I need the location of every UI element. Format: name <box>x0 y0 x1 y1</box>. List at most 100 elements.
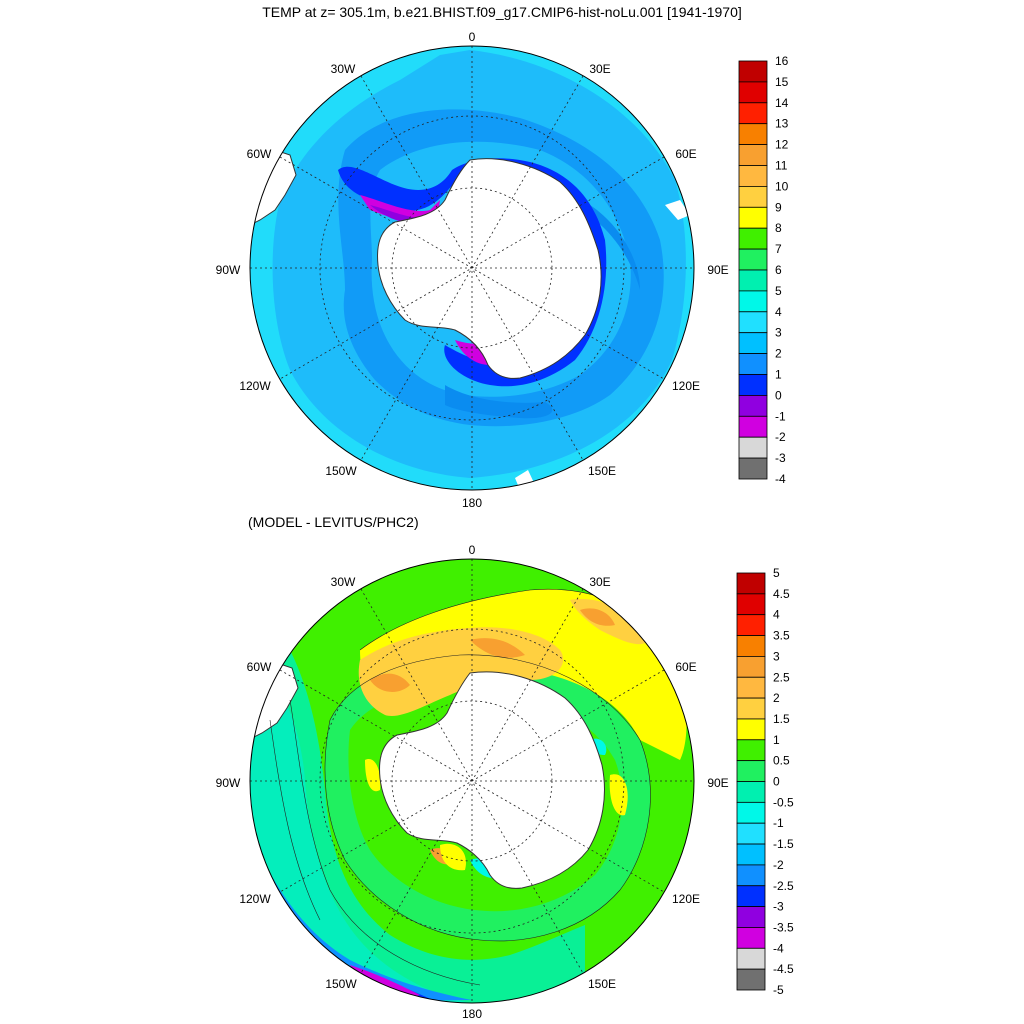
bottom-colorbar-swatch <box>736 760 766 782</box>
bottom-colorbar-label: 2 <box>773 691 780 705</box>
bottom-colorbar-swatch <box>736 614 766 636</box>
bottom-colorbar-label: -4 <box>773 941 784 955</box>
bottom-colorbar-label: -2.5 <box>773 879 794 893</box>
bottom-colorbar-label: -1 <box>773 816 784 830</box>
bot-lon-label: 90E <box>707 776 728 790</box>
top-colorbar-swatch <box>738 394 768 417</box>
top-lon-label: 60W <box>247 147 272 161</box>
top-colorbar-label: 15 <box>775 75 789 89</box>
bottom-colorbar-label: 4 <box>773 608 780 622</box>
bot-lon-label: 180 <box>462 1007 482 1021</box>
top-colorbar-label: 8 <box>775 221 782 235</box>
bottom-colorbar-label: 1 <box>773 733 780 747</box>
bottom-colorbar-label: -2 <box>773 858 784 872</box>
top-colorbar-label: -4 <box>775 472 786 486</box>
top-lon-label: 90E <box>707 263 728 277</box>
bottom-colorbar-swatch <box>736 676 766 699</box>
bottom-colorbar-label: 5 <box>773 566 780 580</box>
top-lon-label: 30E <box>589 62 610 76</box>
top-colorbar-label: 16 <box>775 54 789 68</box>
bottom-colorbar-swatch <box>736 843 766 866</box>
top-colorbar-label: 10 <box>775 179 789 193</box>
bottom-colorbar-label: 3 <box>773 649 780 663</box>
top-lon-label: 150E <box>588 464 616 478</box>
bottom-colorbar-swatch <box>736 635 766 657</box>
top-longitude-labels: 0 30E 60E 90E 120E 150E 180 150W 120W 90… <box>216 30 729 510</box>
top-lon-label: 30W <box>331 62 356 76</box>
top-colorbar-swatch <box>738 165 768 187</box>
bot-lon-label: 150E <box>588 977 616 991</box>
bottom-colorbar-swatch <box>736 968 766 991</box>
top-shelf-cold <box>338 158 607 387</box>
bottom-colorbar-swatch <box>736 697 766 720</box>
bottom-colorbar-swatch <box>736 801 766 824</box>
top-ocean-shelf <box>445 205 640 419</box>
top-map <box>250 46 694 490</box>
top-colorbar-label: -3 <box>775 451 786 465</box>
top-colorbar-swatch <box>738 311 768 334</box>
bottom-colorbar-label: -1.5 <box>773 837 794 851</box>
top-map-border <box>249 45 695 491</box>
top-colorbar-label: 13 <box>775 117 789 131</box>
top-colorbar-swatch <box>738 415 768 438</box>
bot-lon-label: 30W <box>331 575 356 589</box>
bot-lon-label: 60W <box>247 660 272 674</box>
top-colorbar-label: 5 <box>775 284 782 298</box>
bottom-colorbar-swatch <box>736 822 766 845</box>
bot-lon-label: 150W <box>325 977 357 991</box>
top-colorbar-swatch <box>738 81 768 104</box>
top-colorbar-label: 0 <box>775 388 782 402</box>
top-panel: TEMP at z= 305.1m, b.e21.BHIST.f09_g17.C… <box>216 4 789 510</box>
bottom-colorbar-label: -0.5 <box>773 795 794 809</box>
top-lon-label: 90W <box>216 263 241 277</box>
bottom-colorbar-label: 1.5 <box>773 712 790 726</box>
bottom-colorbar-swatch <box>736 885 766 908</box>
bottom-map <box>250 559 694 1003</box>
top-colorbar-label: 14 <box>775 96 789 110</box>
bottom-colorbar-label: 4.5 <box>773 587 790 601</box>
top-colorbar-swatch <box>738 227 768 250</box>
top-colorbar-swatch <box>738 332 768 355</box>
bottom-colorbar-swatch <box>736 593 766 616</box>
top-lon-label: 120W <box>239 379 271 393</box>
bottom-colorbar-label: -5 <box>773 983 784 997</box>
bottom-colorbar-label: 0.5 <box>773 754 790 768</box>
bottom-colorbar-label: 2.5 <box>773 670 790 684</box>
bottom-colorbar-swatch <box>736 864 766 887</box>
bottom-colorbar-swatch <box>736 781 766 803</box>
bottom-colorbar-swatch <box>736 927 766 949</box>
bottom-colorbar-label: 0 <box>773 775 780 789</box>
top-colorbar-label: 12 <box>775 138 789 152</box>
bottom-colorbar-swatch <box>736 739 766 762</box>
bottom-colorbar-swatch <box>736 572 766 595</box>
bot-magenta <box>350 965 420 1000</box>
bot-lon-label: 60E <box>675 660 696 674</box>
top-colorbar-swatch <box>738 102 768 125</box>
bot-graticule <box>250 559 694 1003</box>
top-colorbar-label: 4 <box>775 305 782 319</box>
bot-lon-label: 0 <box>469 543 476 557</box>
top-lon-label: 150W <box>325 464 357 478</box>
top-colorbar-label: 9 <box>775 200 782 214</box>
top-colorbar-label: 6 <box>775 263 782 277</box>
top-colorbar-swatch <box>738 60 768 83</box>
bottom-colorbar-swatch <box>736 656 766 678</box>
top-panel-title: TEMP at z= 305.1m, b.e21.BHIST.f09_g17.C… <box>262 4 742 20</box>
bottom-colorbar-swatch <box>736 718 766 741</box>
top-graticule <box>250 46 694 490</box>
top-colorbar-label: 11 <box>775 159 788 173</box>
top-lon-label: 120E <box>672 379 700 393</box>
top-colorbar-label: 3 <box>775 326 782 340</box>
top-colorbar-swatch <box>738 206 768 229</box>
bot-lon-label: 30E <box>589 575 610 589</box>
top-colorbar-label: 1 <box>775 368 782 382</box>
top-colorbar-label: -2 <box>775 430 786 444</box>
bottom-colorbar-swatch <box>736 947 766 970</box>
bottom-colorbar-label: -3.5 <box>773 920 794 934</box>
top-lon-label: 0 <box>469 30 476 44</box>
top-colorbar-swatch <box>738 436 768 459</box>
top-antarctica <box>377 158 602 379</box>
bottom-longitude-labels: 0 30E 60E 90E 120E 150E 180 150W 120W 90… <box>216 543 729 1021</box>
